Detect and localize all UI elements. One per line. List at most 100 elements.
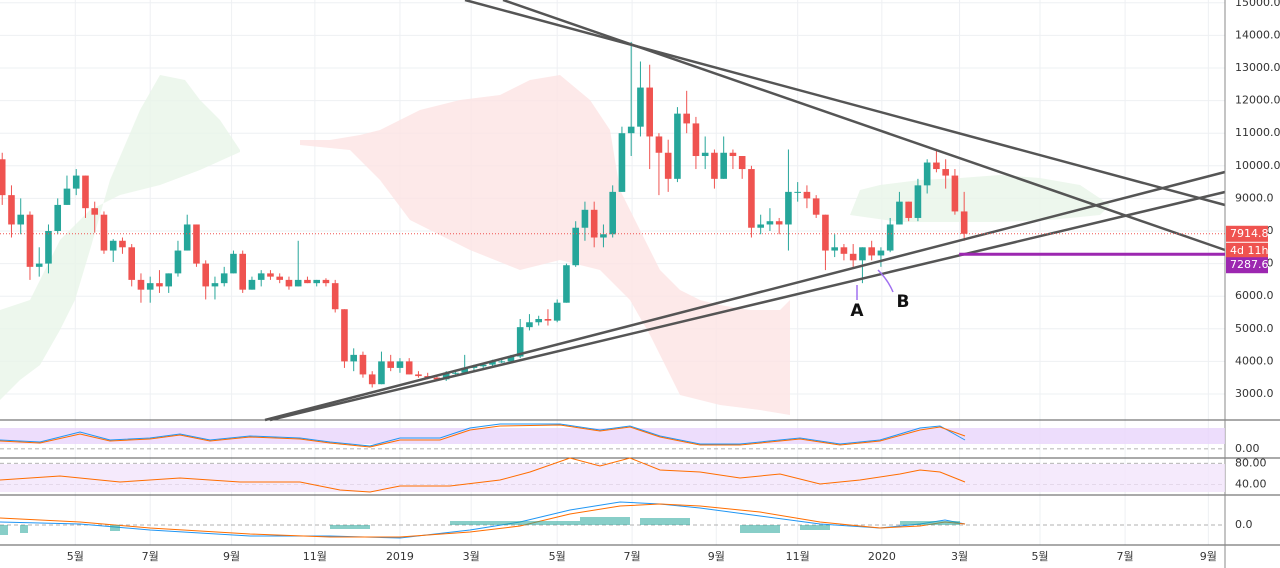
- annotation: A: [850, 301, 864, 321]
- candle-body: [942, 169, 949, 176]
- candle-body: [331, 283, 339, 310]
- candle-body: [100, 214, 108, 251]
- trend-line: [264, 170, 1226, 422]
- candle-body: [294, 279, 302, 287]
- x-tick-label: 3월: [951, 550, 968, 563]
- x-tick-label: 9월: [223, 550, 240, 563]
- candle-body: [220, 273, 228, 284]
- x-tick-label: 2020: [868, 550, 896, 563]
- candle-body: [886, 224, 894, 251]
- candle-body: [766, 221, 774, 225]
- y-tick-label: 15000.0: [1235, 0, 1280, 9]
- candle-body: [553, 302, 561, 321]
- x-tick-label: 9월: [1200, 550, 1217, 563]
- candle-body: [701, 152, 709, 157]
- candle-body: [748, 169, 755, 228]
- candle-body: [17, 214, 25, 225]
- candle-body: [803, 191, 811, 199]
- candle-body: [63, 188, 71, 205]
- stoch-d: [0, 424, 966, 448]
- candle-body: [868, 247, 875, 256]
- candles: [0, 41, 968, 388]
- candle-body: [378, 361, 385, 385]
- candle-body: [637, 87, 644, 127]
- candle-body: [8, 195, 15, 225]
- candle-body: [174, 250, 182, 274]
- trend-line: [502, 0, 1226, 252]
- candle-body: [415, 374, 422, 377]
- candle-body: [794, 191, 801, 193]
- candle-body: [146, 283, 154, 290]
- candle-body: [757, 224, 764, 228]
- candle-body: [91, 208, 99, 215]
- candle-body: [461, 367, 468, 373]
- candle-body: [563, 265, 570, 303]
- candle-body: [396, 361, 404, 368]
- y-tick-label: 10000.0: [1235, 159, 1280, 172]
- countdown-label: 4d 11h: [1230, 244, 1268, 257]
- rsi-band: [0, 464, 1225, 492]
- candle-body: [960, 211, 968, 234]
- y-tick-label: 4000.0: [1235, 354, 1274, 367]
- y-tick-label: 14000.0: [1235, 28, 1280, 41]
- candle-body: [452, 372, 459, 374]
- candle-body: [35, 263, 43, 267]
- candle-body: [230, 253, 237, 274]
- x-tick-label: 7월: [624, 550, 641, 563]
- candle-body: [387, 361, 394, 368]
- candle-body: [840, 247, 848, 254]
- candle-body: [729, 152, 737, 157]
- pane-tick-label: 0.00: [1235, 442, 1260, 455]
- candle-body: [609, 191, 616, 235]
- cloud-bullish: [0, 75, 240, 400]
- candle-body: [581, 209, 589, 228]
- candle-body: [137, 279, 145, 290]
- price-tag-label: 7914.8: [1230, 227, 1269, 240]
- rsi-line: [0, 457, 966, 493]
- x-tick-label: 9월: [708, 550, 725, 563]
- candle-body: [590, 209, 598, 238]
- candle-body: [849, 253, 857, 261]
- candle-body: [304, 279, 311, 284]
- candle-body: [322, 279, 330, 284]
- candle-body: [350, 354, 357, 362]
- candle-body: [248, 279, 256, 290]
- candle-body: [368, 374, 376, 385]
- y-tick-label: 11000.0: [1235, 126, 1280, 139]
- signal-line: [0, 503, 966, 538]
- candle-body: [313, 279, 321, 284]
- macd-histogram: [0, 517, 960, 535]
- y-tick-label: 5000.0: [1235, 322, 1274, 335]
- candle-body: [72, 175, 80, 189]
- countdown-tag: [1226, 242, 1268, 259]
- pane-tick-label: 40.00: [1235, 477, 1267, 490]
- x-tick-label: 5월: [1031, 550, 1048, 563]
- cloud-bearish: [300, 75, 790, 415]
- candle-body: [683, 113, 690, 124]
- candle-body: [738, 156, 746, 170]
- candle-body: [341, 309, 348, 362]
- x-tick-label: 5월: [67, 550, 84, 563]
- level-tag-label: 7287.6: [1230, 258, 1269, 271]
- cloud-bullish: [850, 175, 1110, 222]
- candle-body: [0, 159, 6, 196]
- x-tick-label: 11월: [786, 550, 810, 563]
- candle-body: [664, 152, 672, 179]
- candle-body: [655, 136, 663, 153]
- y-tick-label: 9000.0: [1235, 191, 1274, 204]
- candle-body: [489, 361, 496, 365]
- candle-body: [951, 175, 959, 212]
- pane-tick-label: 0.0: [1235, 518, 1253, 531]
- candle-body: [128, 247, 136, 280]
- stoch-k: [0, 423, 966, 447]
- candle-body: [359, 354, 367, 375]
- candle-body: [877, 250, 885, 256]
- candle-body: [720, 152, 727, 179]
- annotation-marker: [856, 269, 894, 300]
- candle-body: [507, 356, 515, 362]
- candle-body: [674, 113, 681, 179]
- candle-body: [627, 126, 635, 134]
- candle-body: [544, 319, 552, 321]
- trend-line: [464, 0, 1226, 207]
